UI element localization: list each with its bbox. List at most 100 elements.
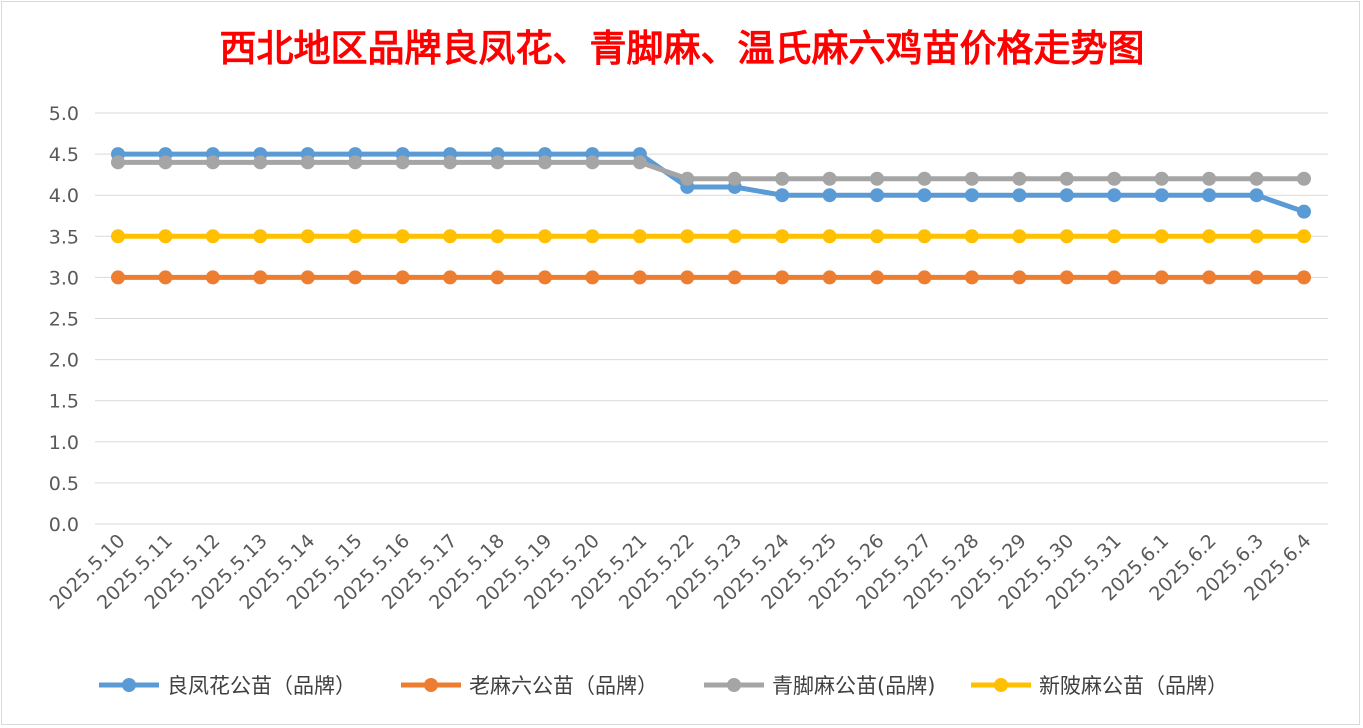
- data-point: [253, 270, 268, 285]
- data-point: [443, 229, 458, 244]
- data-point: [1249, 188, 1264, 203]
- y-tick-label: 4.5: [49, 144, 79, 166]
- data-point: [585, 270, 600, 285]
- data-point: [490, 155, 505, 170]
- data-point: [1059, 229, 1074, 244]
- data-point: [1107, 171, 1122, 186]
- y-axis-ticks: 0.0 0.5 1.0 1.5 2.0 2.5 3.0 3.5 4.0 4.5 5.0: [49, 103, 79, 536]
- data-point: [1012, 270, 1027, 285]
- data-point: [775, 270, 790, 285]
- y-tick-label: 1.5: [49, 391, 79, 413]
- legend-swatch-marker: [994, 678, 1008, 692]
- data-point: [775, 188, 790, 203]
- data-point: [727, 270, 742, 285]
- data-point: [1059, 188, 1074, 203]
- data-point: [680, 171, 695, 186]
- legend-label: 良凤花公苗（品牌）: [167, 674, 356, 698]
- chart-title: 西北地区品牌良凤花、青脚麻、温氏麻六鸡苗价格走势图: [220, 26, 1145, 70]
- data-point: [395, 229, 410, 244]
- data-point: [1107, 188, 1122, 203]
- data-point: [917, 229, 932, 244]
- data-point: [1202, 188, 1217, 203]
- y-tick-label: 0.0: [49, 514, 79, 536]
- data-point: [395, 155, 410, 170]
- data-point: [1059, 171, 1074, 186]
- series-line: [118, 159, 1304, 182]
- gridlines: [95, 112, 1328, 525]
- legend: 良凤花公苗（品牌） 老麻六公苗（品牌） 青脚麻公苗(品牌) 新陂麻公苗（品牌）: [99, 674, 1228, 698]
- data-point: [205, 270, 220, 285]
- data-point: [253, 155, 268, 170]
- legend-item: 新陂麻公苗（品牌）: [971, 674, 1228, 698]
- data-point: [205, 229, 220, 244]
- data-point: [537, 229, 552, 244]
- data-point: [348, 229, 363, 244]
- y-tick-label: 3.0: [49, 267, 79, 289]
- data-point: [1202, 270, 1217, 285]
- data-point: [680, 270, 695, 285]
- data-point: [632, 270, 647, 285]
- data-point: [1107, 229, 1122, 244]
- data-point: [964, 188, 979, 203]
- data-point: [1012, 188, 1027, 203]
- data-point: [1297, 270, 1311, 285]
- data-point: [537, 155, 552, 170]
- data-point: [158, 155, 173, 170]
- data-point: [1154, 171, 1169, 186]
- data-point: [1202, 171, 1217, 186]
- series-1: [111, 270, 1311, 285]
- y-tick-label: 5.0: [49, 103, 79, 125]
- data-point: [917, 188, 932, 203]
- data-point: [1012, 229, 1027, 244]
- legend-label: 青脚麻公苗(品牌): [772, 674, 935, 698]
- data-point: [585, 155, 600, 170]
- data-point: [1059, 270, 1074, 285]
- data-point: [585, 229, 600, 244]
- series-3: [111, 229, 1311, 244]
- data-point: [537, 270, 552, 285]
- y-tick-label: 0.5: [49, 473, 79, 495]
- data-point: [775, 229, 790, 244]
- data-point: [1297, 171, 1311, 186]
- y-tick-label: 4.0: [49, 185, 79, 207]
- data-point: [822, 270, 837, 285]
- y-tick-label: 3.5: [49, 226, 79, 248]
- data-point: [917, 171, 932, 186]
- data-point: [300, 229, 315, 244]
- data-point: [727, 171, 742, 186]
- data-point: [1012, 171, 1027, 186]
- data-point: [443, 155, 458, 170]
- series-2: [111, 155, 1311, 186]
- y-tick-label: 1.0: [49, 432, 79, 454]
- data-point: [395, 270, 410, 285]
- data-point: [1297, 204, 1311, 219]
- data-point: [205, 155, 220, 170]
- data-point: [490, 270, 505, 285]
- y-tick-label: 2.5: [49, 309, 79, 331]
- data-point: [680, 229, 695, 244]
- data-point: [964, 270, 979, 285]
- data-point: [964, 171, 979, 186]
- y-tick-label: 2.0: [49, 350, 79, 372]
- data-point: [870, 229, 885, 244]
- legend-swatch-marker: [727, 678, 741, 692]
- data-point: [1297, 229, 1311, 244]
- data-point: [822, 188, 837, 203]
- series-0: [111, 147, 1311, 219]
- data-point: [348, 155, 363, 170]
- data-point: [111, 270, 125, 285]
- data-point: [632, 229, 647, 244]
- legend-swatch-marker: [424, 678, 438, 692]
- data-point: [1154, 270, 1169, 285]
- data-point: [1107, 270, 1122, 285]
- data-point: [917, 270, 932, 285]
- data-point: [870, 188, 885, 203]
- data-point: [300, 155, 315, 170]
- data-point: [300, 270, 315, 285]
- legend-swatch-marker: [122, 678, 136, 692]
- series-lines: [111, 147, 1311, 285]
- legend-item: 青脚麻公苗(品牌): [704, 674, 935, 698]
- data-point: [822, 171, 837, 186]
